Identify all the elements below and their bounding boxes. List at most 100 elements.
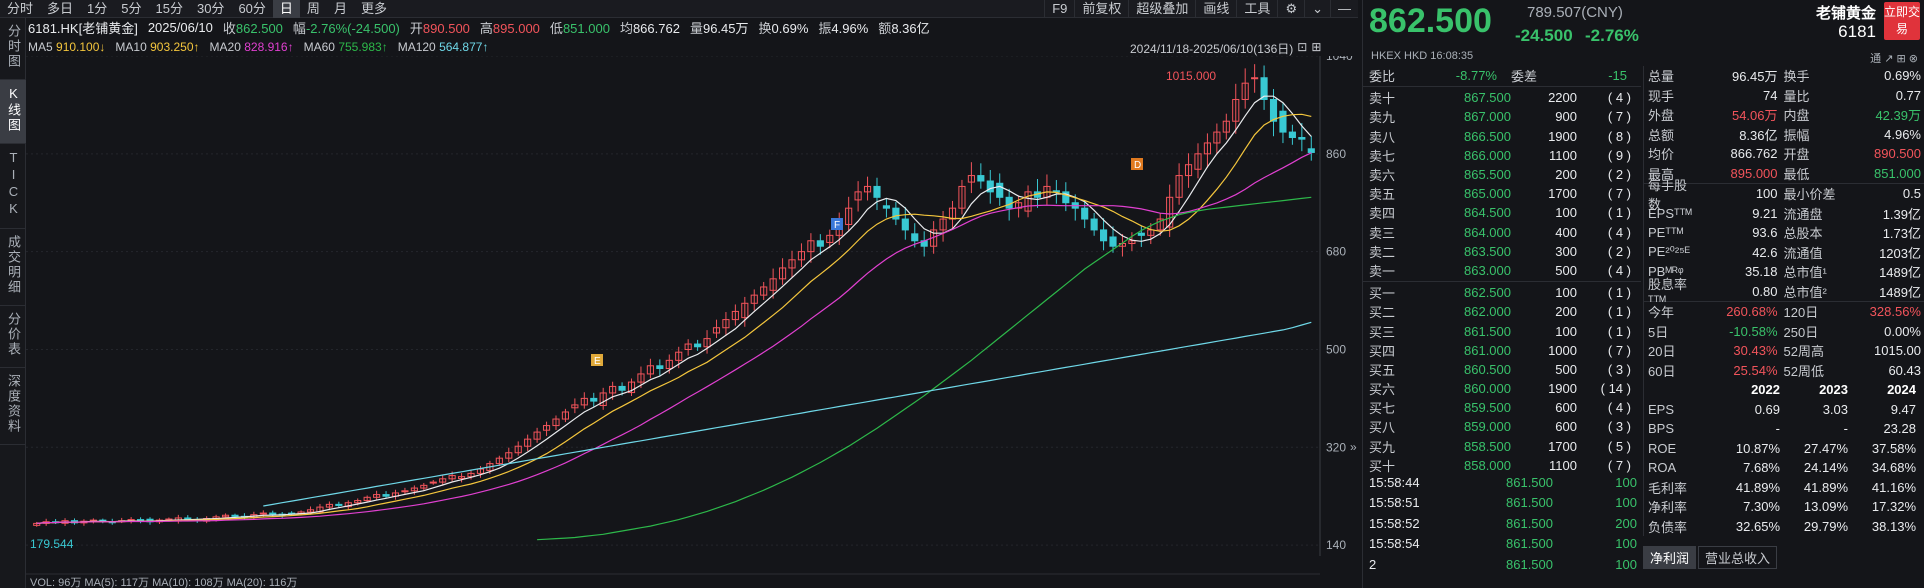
candle-body [996,182,1004,198]
marker-letter: F [834,220,840,231]
expand-icon[interactable]: ⊞ [1311,40,1322,54]
level-label: 买五 [1369,362,1396,378]
nav-item-1[interactable]: K线图 [0,80,26,144]
level-price: 867.000 [1464,109,1511,125]
level-price: 858.000 [1464,457,1511,473]
event-marker[interactable]: E [591,354,603,367]
candle-body [1232,98,1240,122]
nav-item-5[interactable]: 深度资料 [0,368,26,445]
nav-item-0[interactable]: 分时图 [0,18,26,80]
ask-row[interactable]: 卖二 863.500 300 ( 2 ) [1363,242,1641,261]
bid-row[interactable]: 买五 860.500 500 ( 3 ) [1363,360,1641,379]
tool-0[interactable]: F9 [1044,0,1074,18]
candle-body [382,494,390,497]
tool-3[interactable]: 画线 [1195,0,1236,18]
tab-2[interactable]: 1分 [87,0,108,16]
candle-body [514,445,522,454]
ask-row[interactable]: 卖八 866.500 1900 ( 8 ) [1363,127,1641,146]
bid-row[interactable]: 买二 862.000 200 ( 1 ) [1363,302,1641,321]
candle-body [986,180,994,193]
tab-4[interactable]: 15分 [155,0,183,16]
minimize-icon[interactable]: — [1330,0,1358,18]
weicha-value: -15 [1608,68,1627,84]
event-marker[interactable]: D [1131,158,1143,171]
bid-row[interactable]: 买六 860.000 1900 ( 14 ) [1363,379,1641,398]
level-price: 861.000 [1464,342,1511,358]
level-price: 865.000 [1464,186,1511,202]
tool-1[interactable]: 前复权 [1074,0,1128,18]
bid-row[interactable]: 买一 862.500 100 ( 1 ) [1363,283,1641,302]
max-price-label: 1015.000 [1166,69,1216,83]
tab-0[interactable]: 分时 [7,0,34,16]
level-volume: 100 [1555,323,1577,339]
ask-row[interactable]: 卖三 864.000 400 ( 4 ) [1363,223,1641,242]
candle-body [1298,137,1306,140]
low-label: 低 [549,20,563,36]
stat-key: 最低 [1783,166,1810,182]
bid-row[interactable]: 买三 861.500 100 ( 1 ) [1363,321,1641,340]
fin-value: 41.16% [1871,479,1916,495]
level-label: 买八 [1369,420,1396,436]
ask-row[interactable]: 卖一 863.000 500 ( 4 ) [1363,261,1641,280]
bid-row[interactable]: 买九 858.500 1700 ( 5 ) [1363,437,1641,456]
candle-body [1251,77,1259,80]
tab-9[interactable]: 月 [333,0,347,16]
lock-icon[interactable]: ⊡ [1297,40,1308,54]
tool-2[interactable]: 超级叠加 [1128,0,1195,18]
gear-icon[interactable]: ⚙ [1277,0,1304,18]
ma5-label: MA5 [28,40,53,54]
fin-tab-0[interactable]: 净利润 [1643,546,1697,569]
webi-row: 委比 -8.77% 委差 -15 [1363,66,1641,85]
candle-body [684,343,692,351]
chart-tools: F9 前复权 超级叠加 画线 工具 ⚙ ⌄ — [1044,0,1358,18]
kline-chart[interactable]: 1040 860 680 500 320 140 1015.000 179.544 E F D VOL… [26,56,1358,588]
fin-value: 41.89% [1803,479,1848,495]
trade-now-button[interactable]: 立即交易 [1884,2,1920,40]
ask-row[interactable]: 卖四 864.500 100 ( 1 ) [1363,203,1641,222]
ask-row[interactable]: 卖六 865.500 200 ( 2 ) [1363,165,1641,184]
ask-row[interactable]: 卖五 865.000 1700 ( 7 ) [1363,184,1641,203]
tab-6[interactable]: 60分 [238,0,266,16]
tab-8[interactable]: 周 [306,0,320,16]
fin-header: 2022 2023 2024 [1644,380,1924,400]
fin-key: ROE [1648,440,1677,456]
stat-value: 25.54% [1733,362,1778,378]
bid-row[interactable]: 买十 858.000 1100 ( 7 ) [1363,456,1641,475]
candle-body [1100,229,1108,242]
nav-item-4[interactable]: 分价表 [0,306,26,368]
fin-tab-1[interactable]: 营业总收入 [1698,546,1778,569]
candle-body [1090,218,1098,231]
nav-item-2[interactable]: TICK [0,144,26,229]
chevron-down-icon[interactable]: ⌄ [1304,0,1330,18]
ask-row[interactable]: 卖七 866.000 1100 ( 9 ) [1363,146,1641,165]
nav-item-3[interactable]: 成交明细 [0,229,26,306]
fin-key: 负债率 [1648,519,1688,535]
ask-row[interactable]: 卖十 867.500 2200 ( 4 ) [1363,88,1641,107]
candle-body [901,218,909,231]
candle-body [760,286,768,296]
tool-4[interactable]: 工具 [1236,0,1277,18]
bid-row[interactable]: 买四 861.000 1000 ( 7 ) [1363,341,1641,360]
open-value: 890.500 [422,20,470,36]
stat-value: 35.18 [1744,264,1778,280]
tab-5[interactable]: 30分 [196,0,225,16]
level-count-value: 7 [1615,186,1624,202]
bid-row[interactable]: 买八 859.000 600 ( 3 ) [1363,417,1641,436]
stat-value: 895.000 [1730,165,1778,181]
amp-value: 4.96% [831,20,869,36]
collapse-panel-icon[interactable]: » [1350,440,1357,454]
level-count: ( 3 ) [1607,361,1631,377]
tab-1[interactable]: 多日 [47,0,74,16]
tab-7[interactable]: 日 [272,0,300,18]
ask-row[interactable]: 卖九 867.000 900 ( 7 ) [1363,107,1641,126]
stat-row: PEᵀᵀᴹ 93.6 总股本 1.73亿 [1644,223,1924,243]
bid-row[interactable]: 买七 859.500 600 ( 4 ) [1363,398,1641,417]
candle-body [524,438,532,447]
event-marker[interactable]: F [831,218,843,231]
tab-3[interactable]: 5分 [121,0,142,16]
fin-value: 41.89% [1735,479,1780,495]
webi-label: 委比 [1369,69,1396,85]
tab-10[interactable]: 更多 [360,0,387,16]
candle-body [911,233,919,242]
ma20-line [36,152,1312,524]
